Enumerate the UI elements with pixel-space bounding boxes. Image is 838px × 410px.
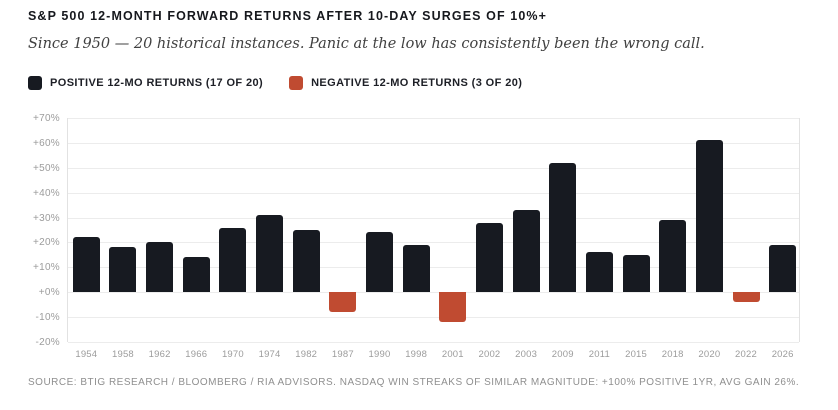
bar-1990 — [366, 232, 394, 293]
legend-label-negative: NEGATIVE 12-MO RETURNS (3 OF 20) — [311, 77, 523, 89]
bar-2001 — [439, 292, 467, 323]
y-axis-label-70: +70% — [32, 113, 60, 124]
gridline-70 — [68, 118, 799, 119]
bar-2026 — [769, 244, 797, 293]
x-axis-label-2018: 2018 — [661, 349, 684, 360]
x-axis-label-1990: 1990 — [368, 349, 391, 360]
x-axis-label-2002: 2002 — [478, 349, 501, 360]
x-axis-label-1966: 1966 — [185, 349, 208, 360]
gridline-40 — [68, 192, 799, 194]
bar-1958 — [109, 247, 137, 293]
chart-subtitle: Since 1950 — 20 historical instances. Pa… — [28, 36, 705, 52]
bar-2009 — [549, 162, 577, 293]
bar-1954 — [72, 237, 100, 293]
bar-2015 — [622, 254, 650, 293]
bar-2011 — [585, 252, 613, 293]
bar-1974 — [256, 215, 284, 293]
bar-2022 — [732, 292, 760, 303]
x-axis-label-2009: 2009 — [551, 349, 574, 360]
plot-area: 1954 1958 1962 1966 1970 1974 1982 1987 1990 1998… — [67, 118, 800, 360]
x-axis-label-1982: 1982 — [295, 349, 318, 360]
x-axis-label-2022: 2022 — [735, 349, 757, 360]
x-axis-label-2020: 2020 — [698, 349, 721, 360]
x-axis-label-2026: 2026 — [771, 349, 794, 360]
legend: POSITIVE 12-MO RETURNS (17 OF 20) NEGATI… — [28, 76, 522, 90]
gridline-0 — [68, 292, 799, 294]
gridline-50 — [68, 167, 799, 169]
source-note: SOURCE: BTIG RESEARCH / BLOOMBERG / RIA … — [28, 377, 800, 388]
gridline-20 — [68, 242, 799, 244]
legend-label-positive: POSITIVE 12-MO RETURNS (17 OF 20) — [50, 77, 264, 89]
bar-1982 — [292, 230, 320, 293]
y-axis-label-50: +50% — [32, 162, 60, 174]
y-axis-label-0: +0% — [38, 287, 60, 299]
negative-swatch-icon — [289, 76, 304, 90]
bar-1970 — [219, 227, 247, 293]
bar-1998 — [402, 244, 430, 293]
bar-1966 — [182, 257, 210, 293]
legend-item-positive: POSITIVE 12-MO RETURNS (17 OF 20) — [28, 76, 263, 90]
y-axis-label-60: +60% — [32, 137, 60, 149]
bar-1987 — [329, 292, 357, 313]
bar-2020 — [695, 140, 723, 293]
y-axis-label-20: +20% — [32, 237, 60, 249]
gridline-10 — [68, 267, 799, 269]
bar-1962 — [146, 242, 174, 293]
bar-2002 — [475, 222, 503, 293]
bar-2018 — [659, 220, 687, 293]
y-axis-label--10: -10% — [35, 312, 60, 324]
x-axis-label-2001: 2001 — [441, 349, 464, 360]
x-axis-label-1974: 1974 — [258, 349, 281, 360]
gridline--20 — [68, 342, 799, 343]
x-axis-label-1958: 1958 — [111, 349, 134, 360]
x-axis-label-2011: 2011 — [588, 349, 611, 360]
x-axis-label-1987: 1987 — [331, 349, 354, 360]
y-axis-label-40: +40% — [32, 187, 60, 199]
y-axis-label-10: +10% — [32, 262, 60, 274]
bar-chart: +70% +60% +50% +40% +30% +20% +10% +0% -10% -20% … — [0, 113, 838, 378]
x-axis-label-1954: 1954 — [75, 349, 98, 360]
legend-item-negative: NEGATIVE 12-MO RETURNS (3 OF 20) — [289, 76, 522, 90]
x-axis-label-2015: 2015 — [625, 349, 648, 360]
gridline-60 — [68, 142, 799, 144]
y-axis-label-30: +30% — [32, 212, 60, 224]
gridline-30 — [68, 217, 799, 219]
chart-title: S&P 500 12-MONTH FORWARD RETURNS AFTER 1… — [28, 9, 547, 23]
x-axis-label-2003: 2003 — [515, 349, 538, 360]
x-axis-label-1970: 1970 — [221, 349, 244, 360]
x-axis-label-1962: 1962 — [148, 349, 171, 360]
x-axis-label-1998: 1998 — [405, 349, 428, 360]
gridline--10 — [68, 317, 799, 319]
positive-swatch-icon — [28, 76, 42, 90]
y-axis-label--20: -20% — [35, 337, 60, 348]
bar-2003 — [512, 210, 540, 293]
